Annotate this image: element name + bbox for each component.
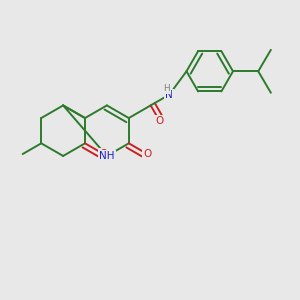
Text: N: N <box>165 90 173 100</box>
Text: O: O <box>143 149 152 159</box>
Text: H: H <box>164 84 170 93</box>
Text: O: O <box>100 149 108 159</box>
Text: O: O <box>155 116 164 126</box>
Text: NH: NH <box>99 151 115 161</box>
